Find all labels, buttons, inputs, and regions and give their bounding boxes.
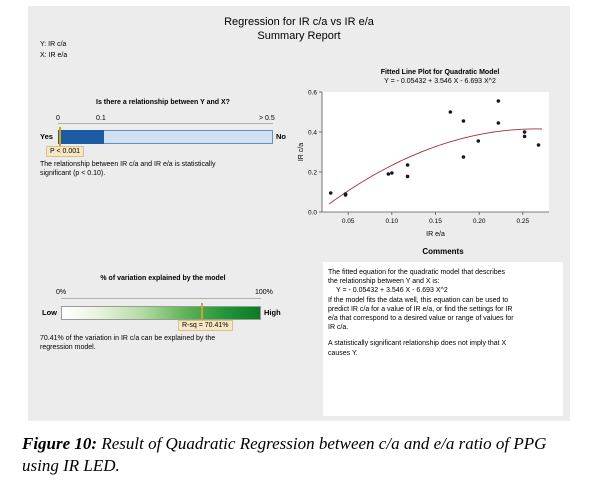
x-tick-label: 0.05 <box>342 218 355 225</box>
r-squared-marker <box>201 303 203 324</box>
data-point <box>328 191 333 195</box>
comments-line: e/a that correspond to a desired value o… <box>328 315 514 323</box>
data-point <box>461 119 466 123</box>
comments-line: predict IR c/a for a value of IR e/a, or… <box>328 305 513 313</box>
y-tick-label: 0.4 <box>308 129 317 136</box>
scale-tick-0-1: 0.1 <box>96 115 106 122</box>
data-point <box>386 172 391 176</box>
r-squared-box: R-sq = 70.41% <box>178 320 233 331</box>
variation-tick-100: 100% <box>255 289 273 296</box>
data-point <box>390 171 394 175</box>
x-tick-label: 0.15 <box>429 218 442 225</box>
variation-scale-line <box>61 298 261 299</box>
y-variable-label: Y: IR c/a <box>40 41 67 48</box>
y-tick-label: 0.6 <box>308 89 317 96</box>
report-subtitle: Summary Report <box>257 30 341 42</box>
variation-statement-line2: regression model. <box>40 344 96 351</box>
data-point <box>496 99 501 103</box>
variation-tick-0: 0% <box>56 289 67 296</box>
x-tick-label: 0.10 <box>386 218 399 225</box>
fitted-line-plot: Fitted Line Plot for Quadratic Model Y =… <box>298 69 549 238</box>
comments-line: IR c/a. <box>328 324 349 332</box>
data-point <box>536 143 541 147</box>
comments-paragraph-2: A statistically significant relationship… <box>328 339 558 357</box>
report-title: Regression for IR c/a vs IR e/a <box>224 16 374 28</box>
low-label: Low <box>42 308 57 317</box>
data-point <box>522 130 527 134</box>
relationship-statement-line1: The relationship between IR c/a and IR e… <box>40 161 216 168</box>
data-point <box>522 134 527 139</box>
variation-gradient-bar <box>61 306 261 320</box>
comments-line: A statistically significant relationship… <box>328 340 507 348</box>
y-tick-label: 0.2 <box>308 169 317 176</box>
data-point <box>343 192 348 196</box>
chart-equation: Y = - 0.05432 + 3.546 X - 6.693 X^2 <box>384 78 496 85</box>
no-label: No <box>276 132 286 141</box>
comments-line: The fitted equation for the quadratic mo… <box>328 269 506 276</box>
comments-line: the relationship between Y and X is: <box>328 278 440 286</box>
data-point <box>448 110 453 114</box>
p-value-marker <box>59 127 61 146</box>
y-tick-label: 0.0 <box>308 209 317 216</box>
variation-statement-line1: 70.41% of the variation in IR c/a can be… <box>40 335 216 342</box>
caption-text: Result of Quadratic Regression between c… <box>22 434 547 475</box>
plot-area <box>322 92 549 212</box>
x-axis-label: IR e/a <box>426 231 445 238</box>
chart-title: Fitted Line Plot for Quadratic Model <box>381 69 500 76</box>
y-axis-label: IR c/a <box>298 143 305 161</box>
scale-tick-0-5: > 0.5 <box>259 115 275 122</box>
x-tick-label: 0.25 <box>516 218 529 225</box>
yes-label: Yes <box>40 132 53 141</box>
x-tick-label: 0.20 <box>473 218 486 225</box>
data-point <box>496 121 501 125</box>
comments-box: The fitted equation for the quadratic mo… <box>323 262 563 416</box>
comments-line: causes Y. <box>328 349 358 357</box>
data-point <box>405 163 410 167</box>
figure-caption: Figure 10: Result of Quadratic Regressio… <box>22 433 582 477</box>
comments-title: Comments <box>422 247 464 256</box>
comments-paragraph-1: The fitted equation for the quadratic mo… <box>328 268 558 332</box>
comments-equation: Y = - 0.05432 + 3.546 X - 6.693 X^2 <box>336 287 448 295</box>
data-point <box>461 155 466 159</box>
comments-line: If the model fits the data well, this eq… <box>328 296 509 304</box>
relationship-bar-fill <box>58 130 104 144</box>
data-point <box>405 174 410 179</box>
scale-line <box>58 123 273 124</box>
variation-title: % of variation explained by the model <box>100 275 226 282</box>
high-label: High <box>264 308 281 317</box>
relationship-statement-line2: significant (p < 0.10). <box>40 170 106 177</box>
fitted-curve <box>328 128 543 205</box>
caption-label: Figure 10: <box>22 434 98 453</box>
relationship-question: Is there a relationship between Y and X? <box>96 99 230 106</box>
summary-report-panel: Regression for IR c/a vs IR e/a Summary … <box>28 6 570 421</box>
scale-tick-0: 0 <box>56 115 60 122</box>
x-variable-label: X: IR e/a <box>40 52 68 59</box>
p-value-box: P < 0.001 <box>46 146 85 157</box>
data-point <box>476 139 481 143</box>
